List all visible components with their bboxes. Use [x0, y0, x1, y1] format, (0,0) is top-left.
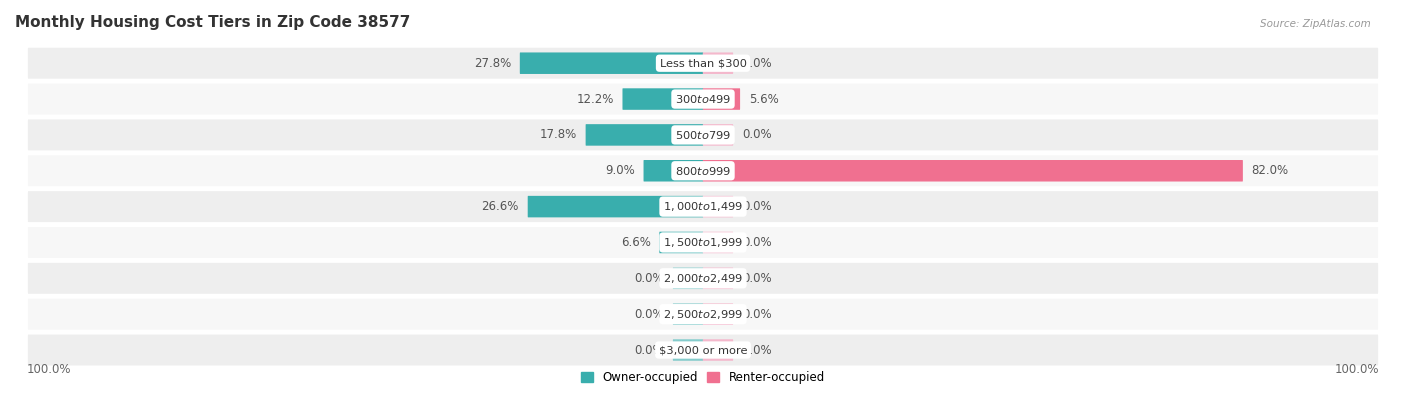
Text: 17.8%: 17.8%	[540, 128, 576, 142]
FancyBboxPatch shape	[703, 52, 733, 74]
Text: 82.0%: 82.0%	[1251, 164, 1289, 177]
Text: Monthly Housing Cost Tiers in Zip Code 38577: Monthly Housing Cost Tiers in Zip Code 3…	[15, 15, 411, 30]
FancyBboxPatch shape	[27, 333, 1379, 367]
Text: $2,000 to $2,499: $2,000 to $2,499	[664, 272, 742, 285]
Text: 6.6%: 6.6%	[620, 236, 651, 249]
FancyBboxPatch shape	[27, 118, 1379, 152]
Text: 0.0%: 0.0%	[634, 308, 664, 321]
Text: 0.0%: 0.0%	[742, 236, 772, 249]
Text: 27.8%: 27.8%	[474, 57, 510, 70]
FancyBboxPatch shape	[27, 226, 1379, 259]
Text: 5.6%: 5.6%	[749, 93, 779, 105]
FancyBboxPatch shape	[644, 160, 703, 181]
Text: $800 to $999: $800 to $999	[675, 165, 731, 177]
Text: $1,500 to $1,999: $1,500 to $1,999	[664, 236, 742, 249]
Text: $2,500 to $2,999: $2,500 to $2,999	[664, 308, 742, 321]
FancyBboxPatch shape	[27, 46, 1379, 80]
Text: 0.0%: 0.0%	[742, 200, 772, 213]
Text: $1,000 to $1,499: $1,000 to $1,499	[664, 200, 742, 213]
Text: 26.6%: 26.6%	[482, 200, 519, 213]
FancyBboxPatch shape	[673, 303, 703, 325]
FancyBboxPatch shape	[673, 339, 703, 361]
FancyBboxPatch shape	[27, 82, 1379, 116]
FancyBboxPatch shape	[703, 88, 740, 110]
Text: 0.0%: 0.0%	[634, 344, 664, 356]
FancyBboxPatch shape	[527, 196, 703, 217]
FancyBboxPatch shape	[27, 261, 1379, 295]
FancyBboxPatch shape	[703, 196, 733, 217]
FancyBboxPatch shape	[623, 88, 703, 110]
FancyBboxPatch shape	[659, 232, 703, 253]
FancyBboxPatch shape	[586, 124, 703, 146]
Text: 100.0%: 100.0%	[1334, 363, 1379, 376]
Text: 0.0%: 0.0%	[742, 308, 772, 321]
FancyBboxPatch shape	[703, 268, 733, 289]
Text: 0.0%: 0.0%	[634, 272, 664, 285]
FancyBboxPatch shape	[703, 303, 733, 325]
Text: Source: ZipAtlas.com: Source: ZipAtlas.com	[1260, 19, 1371, 29]
FancyBboxPatch shape	[703, 232, 733, 253]
FancyBboxPatch shape	[27, 297, 1379, 331]
Text: $3,000 or more: $3,000 or more	[659, 345, 747, 355]
Text: 0.0%: 0.0%	[742, 57, 772, 70]
Text: 0.0%: 0.0%	[742, 128, 772, 142]
FancyBboxPatch shape	[703, 339, 733, 361]
Text: 100.0%: 100.0%	[27, 363, 72, 376]
Text: Less than $300: Less than $300	[659, 58, 747, 68]
FancyBboxPatch shape	[703, 124, 733, 146]
FancyBboxPatch shape	[520, 52, 703, 74]
Text: $300 to $499: $300 to $499	[675, 93, 731, 105]
FancyBboxPatch shape	[703, 160, 1243, 181]
Text: 0.0%: 0.0%	[742, 344, 772, 356]
Text: 12.2%: 12.2%	[576, 93, 614, 105]
Legend: Owner-occupied, Renter-occupied: Owner-occupied, Renter-occupied	[581, 371, 825, 384]
FancyBboxPatch shape	[673, 268, 703, 289]
Text: 0.0%: 0.0%	[742, 272, 772, 285]
Text: 9.0%: 9.0%	[605, 164, 634, 177]
FancyBboxPatch shape	[27, 190, 1379, 223]
FancyBboxPatch shape	[27, 154, 1379, 188]
Text: $500 to $799: $500 to $799	[675, 129, 731, 141]
